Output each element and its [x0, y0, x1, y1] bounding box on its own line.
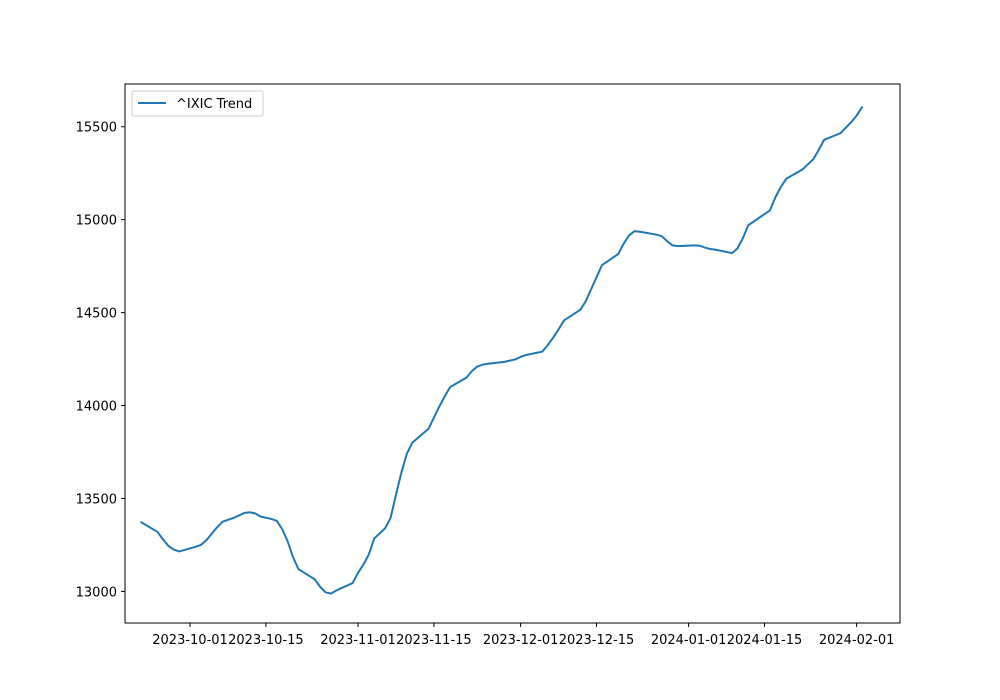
x-tick-label: 2024-02-01 [819, 633, 895, 648]
plot-background [125, 84, 900, 623]
x-tick-label: 2023-10-01 [152, 633, 228, 648]
y-tick-label: 15500 [76, 121, 117, 136]
legend-box [131, 90, 264, 117]
x-tick-label: 2023-12-15 [559, 633, 635, 648]
x-tick-label: 2024-01-15 [727, 633, 803, 648]
y-tick-label: 14000 [76, 400, 117, 415]
axes-frame [124, 83, 901, 624]
axes-border [124, 83, 901, 624]
x-tick-label: 2023-11-15 [396, 633, 472, 648]
legend-entry: ^IXIC Trend [176, 97, 252, 112]
x-tick-label: 2024-01-01 [651, 633, 727, 648]
y-tick-label: 15000 [76, 214, 117, 229]
y-tick-label: 14500 [76, 307, 117, 322]
y-tick-label: 13000 [76, 585, 117, 600]
x-axis: 2023-10-01 2023-10-15 2023-11-01 2023-11-15… [152, 623, 894, 648]
plot-area [125, 84, 900, 623]
x-tick-label: 2023-12-01 [483, 633, 559, 648]
series-layer [140, 106, 864, 595]
legend: ^IXIC Trend [131, 90, 264, 117]
y-axis: 13000 13500 14000 14500 15000 15500 [76, 121, 125, 600]
x-tick-label: 2023-11-01 [320, 633, 396, 648]
series-line [140, 106, 864, 595]
y-tick-label: 13500 [76, 492, 117, 507]
x-tick-label: 2023-10-15 [228, 633, 304, 648]
